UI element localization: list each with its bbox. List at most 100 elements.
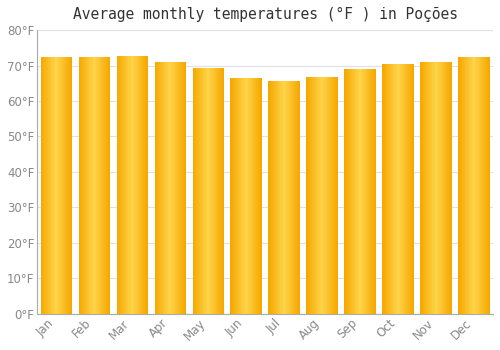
Bar (367, 69, 368, 314)
Bar (420, 62, 422, 314)
Bar (166, 62, 167, 314)
Bar (350, 69, 352, 314)
Bar (251, 78, 252, 314)
Bar (406, 64, 408, 314)
Bar (394, 64, 395, 314)
Bar (447, 62, 448, 314)
Bar (347, 69, 348, 314)
Bar (248, 78, 249, 314)
Bar (330, 77, 332, 314)
Bar (368, 69, 370, 314)
Bar (162, 62, 163, 314)
Bar (109, 57, 110, 314)
Bar (466, 57, 467, 314)
Bar (258, 78, 260, 314)
Bar (137, 56, 138, 314)
Bar (462, 57, 463, 314)
Bar (172, 62, 173, 314)
Bar (280, 81, 281, 314)
Bar (424, 62, 425, 314)
Bar (194, 68, 195, 314)
Bar (384, 64, 385, 314)
Bar (78, 57, 80, 314)
Bar (102, 57, 104, 314)
Bar (147, 56, 148, 314)
Bar (336, 77, 337, 314)
Bar (387, 64, 388, 314)
Bar (211, 68, 212, 314)
Bar (438, 62, 439, 314)
Bar (201, 68, 202, 314)
Bar (239, 78, 240, 314)
Bar (136, 56, 137, 314)
Bar (129, 56, 130, 314)
Bar (184, 62, 185, 314)
Bar (56, 57, 57, 314)
Bar (96, 57, 97, 314)
Bar (215, 68, 216, 314)
Bar (346, 69, 347, 314)
Bar (242, 78, 243, 314)
Bar (311, 77, 312, 314)
Bar (446, 62, 447, 314)
Bar (480, 57, 481, 314)
Bar (291, 81, 292, 314)
Bar (356, 69, 357, 314)
Bar (323, 77, 324, 314)
Bar (142, 56, 143, 314)
Bar (252, 78, 253, 314)
Bar (360, 69, 361, 314)
Bar (143, 56, 144, 314)
Bar (132, 56, 133, 314)
Bar (97, 57, 98, 314)
Bar (476, 57, 477, 314)
Bar (174, 62, 175, 314)
Bar (334, 77, 336, 314)
Bar (451, 62, 452, 314)
Bar (197, 68, 198, 314)
Bar (139, 56, 140, 314)
Bar (42, 57, 43, 314)
Bar (358, 69, 360, 314)
Bar (314, 77, 315, 314)
Bar (234, 78, 235, 314)
Bar (171, 62, 172, 314)
Bar (92, 57, 94, 314)
Bar (86, 57, 87, 314)
Bar (125, 56, 126, 314)
Bar (486, 57, 488, 314)
Bar (168, 62, 170, 314)
Bar (488, 57, 489, 314)
Bar (270, 81, 271, 314)
Bar (98, 57, 99, 314)
Bar (63, 57, 64, 314)
Bar (220, 68, 222, 314)
Bar (222, 68, 223, 314)
Bar (426, 62, 428, 314)
Bar (135, 56, 136, 314)
Bar (309, 77, 310, 314)
Bar (57, 57, 58, 314)
Bar (212, 68, 213, 314)
Bar (370, 69, 371, 314)
Bar (478, 57, 480, 314)
Bar (58, 57, 59, 314)
Bar (312, 77, 314, 314)
Bar (178, 62, 180, 314)
Bar (475, 57, 476, 314)
Bar (324, 77, 325, 314)
Bar (82, 57, 83, 314)
Bar (467, 57, 468, 314)
Bar (235, 78, 236, 314)
Bar (80, 57, 81, 314)
Bar (432, 62, 433, 314)
Bar (278, 81, 280, 314)
Bar (337, 77, 338, 314)
Bar (214, 68, 215, 314)
Bar (52, 57, 53, 314)
Bar (366, 69, 367, 314)
Bar (216, 68, 218, 314)
Bar (249, 78, 250, 314)
Bar (460, 57, 461, 314)
Bar (105, 57, 106, 314)
